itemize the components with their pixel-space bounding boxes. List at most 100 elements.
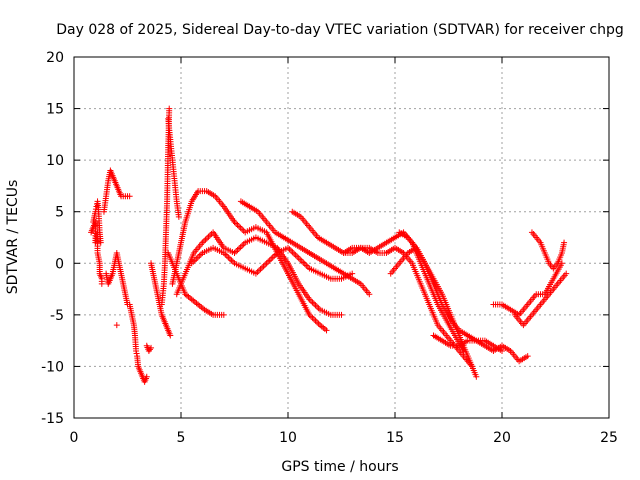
series-arc-10 — [165, 115, 182, 220]
data-point — [310, 300, 317, 307]
data-point — [207, 232, 214, 239]
data-point — [97, 239, 104, 246]
data-point — [234, 221, 241, 228]
data-point — [307, 297, 314, 304]
series-arc-15 — [237, 198, 373, 298]
data-point — [202, 236, 209, 243]
series-arc-23 — [528, 229, 568, 272]
data-point — [205, 233, 212, 240]
data-point — [234, 247, 241, 254]
data-point — [301, 261, 308, 268]
data-point — [237, 244, 244, 251]
data-point — [233, 248, 240, 255]
series-arc-13 — [173, 229, 345, 318]
data-point — [225, 254, 232, 261]
series-arc-2 — [90, 198, 104, 246]
y-tick-label: 15 — [46, 102, 64, 118]
x-tick-label: 20 — [493, 430, 511, 446]
data-point — [315, 320, 322, 327]
data-point — [148, 344, 155, 351]
data-point — [167, 332, 174, 339]
y-axis-label: SDTVAR / TECUs — [5, 180, 21, 295]
data-point — [191, 257, 198, 264]
series-arc-19 — [396, 229, 480, 380]
series-arc-3 — [100, 167, 133, 215]
data-point — [223, 252, 230, 259]
series-arc-20 — [430, 332, 505, 354]
data-point — [175, 213, 182, 220]
data-point — [297, 256, 304, 263]
data-point — [113, 322, 120, 329]
data-point — [349, 270, 356, 277]
data-point — [133, 347, 140, 354]
data-point — [295, 255, 302, 262]
data-point — [563, 270, 570, 277]
data-point — [314, 303, 321, 310]
data-point — [366, 291, 373, 298]
y-tick-label: 20 — [46, 50, 64, 66]
data-point — [300, 259, 307, 266]
data-point — [260, 263, 267, 270]
data-point — [310, 316, 317, 323]
data-point — [499, 347, 505, 354]
data-point — [239, 226, 246, 233]
data-point — [233, 220, 240, 227]
data-point — [291, 250, 298, 257]
data-point — [196, 252, 203, 259]
data-point — [259, 264, 266, 271]
data-point — [220, 311, 227, 318]
data-point — [524, 353, 531, 360]
data-point — [237, 224, 244, 231]
x-tick-label: 10 — [279, 430, 297, 446]
data-point — [269, 254, 276, 261]
data-point — [236, 245, 243, 252]
data-point — [312, 302, 319, 309]
data-point — [143, 373, 150, 380]
y-tick-label: -5 — [50, 308, 64, 324]
series-arc-1 — [88, 219, 105, 287]
y-tick-label: 0 — [55, 256, 64, 272]
series-arc-5 — [113, 322, 120, 329]
data-point — [268, 255, 275, 262]
data-point — [98, 280, 105, 287]
data-point — [226, 255, 233, 262]
data-point — [561, 239, 568, 246]
data-point — [292, 252, 299, 259]
data-point — [309, 314, 316, 321]
grid — [74, 57, 609, 418]
data-point — [286, 246, 293, 253]
chart-title: Day 028 of 2025, Sidereal Day-to-day VTE… — [56, 22, 624, 38]
data-point — [255, 267, 262, 274]
series-arc-6 — [126, 301, 150, 385]
data-point — [314, 319, 321, 326]
data-points — [88, 105, 570, 385]
series-arc-12 — [169, 188, 330, 334]
series-arc-8 — [148, 260, 174, 339]
x-tick-label: 25 — [600, 430, 618, 446]
series-arc-4 — [103, 249, 131, 308]
data-point — [288, 247, 295, 254]
data-point — [254, 269, 261, 276]
data-point — [236, 223, 243, 230]
data-point — [262, 261, 269, 268]
data-point — [166, 105, 173, 112]
x-tick-label: 5 — [177, 430, 186, 446]
series-arc-7 — [143, 342, 155, 354]
data-point — [200, 238, 207, 245]
data-point — [294, 253, 301, 260]
series-arc-14 — [188, 244, 356, 282]
data-point — [265, 258, 272, 265]
data-point — [239, 242, 246, 249]
y-tick-label: -15 — [41, 411, 64, 427]
y-tick-label: -10 — [41, 359, 64, 375]
data-point — [263, 260, 270, 267]
y-tick-label: 10 — [46, 153, 64, 169]
data-point — [473, 373, 480, 380]
data-point — [257, 266, 264, 273]
data-point — [203, 235, 210, 242]
data-point — [309, 299, 316, 306]
plot-frame — [73, 56, 610, 419]
data-point — [228, 257, 235, 264]
data-point — [323, 327, 330, 334]
